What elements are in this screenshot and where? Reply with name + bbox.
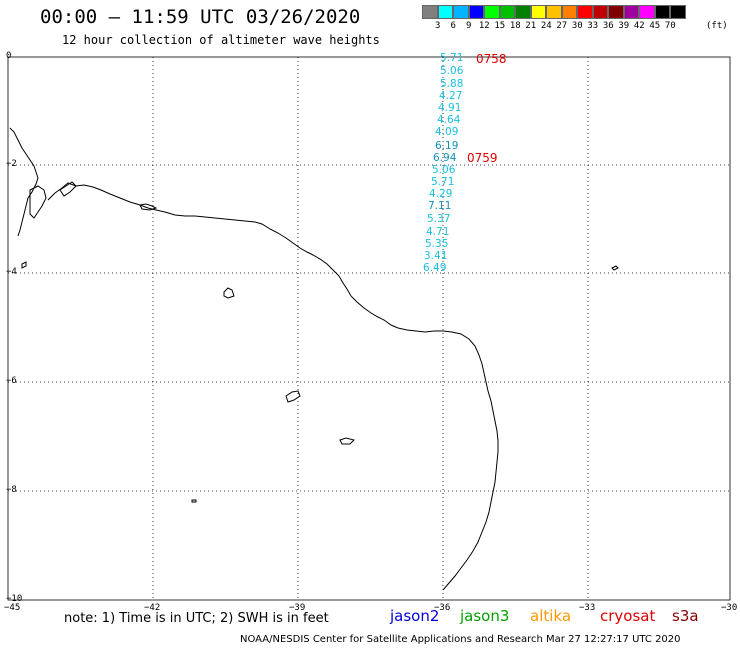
scale-label: 12 xyxy=(478,21,490,31)
pass-time-label: 0759 xyxy=(467,151,498,165)
wave-label: 4.71 xyxy=(426,226,450,238)
wave-label: 5.35 xyxy=(425,238,449,250)
map-frame xyxy=(7,56,731,601)
scale-swatch xyxy=(422,5,438,19)
y-label-5: −10 xyxy=(6,594,23,604)
satellite-altika: altika xyxy=(530,607,572,625)
scale-swatch xyxy=(561,5,577,19)
y-label-0: 0 xyxy=(6,51,12,61)
map-title: 00:00 – 11:59 UTC 03/26/2020 xyxy=(40,6,361,28)
scale-swatch xyxy=(437,5,453,19)
scale-label: 18 xyxy=(509,21,521,31)
coastline xyxy=(9,127,619,591)
scale-label: 42 xyxy=(633,21,645,31)
scale-label: 39 xyxy=(618,21,630,31)
x-label-2: −39 xyxy=(289,603,306,613)
units-note: note: 1) Time is in UTC; 2) SWH is in fe… xyxy=(64,611,329,626)
wave-label: 4.91 xyxy=(438,102,462,114)
coastline-main xyxy=(47,182,499,591)
coastline-northwest xyxy=(9,127,39,237)
scale-unit: (ft) xyxy=(706,21,728,31)
y-label-3: −6 xyxy=(6,376,17,386)
x-label-1: −42 xyxy=(144,603,161,613)
island-6 xyxy=(21,261,27,269)
y-label-1: −2 xyxy=(6,159,17,169)
scale-swatch xyxy=(484,5,500,19)
island-2 xyxy=(285,390,301,403)
wave-label: 5.71 xyxy=(431,176,455,188)
wave-label: 5.06 xyxy=(440,65,464,77)
x-label-0: −45 xyxy=(4,603,21,613)
scale-swatch xyxy=(515,5,531,19)
wave-label: 5.37 xyxy=(427,213,451,225)
island-3 xyxy=(339,437,355,445)
scale-label: 9 xyxy=(466,21,472,31)
island-5 xyxy=(191,499,197,503)
wave-label: 6.49 xyxy=(423,262,447,274)
scale-swatch xyxy=(468,5,484,19)
wave-label: 5.06 xyxy=(432,164,456,176)
scale-label: 15 xyxy=(494,21,506,31)
wave-label: 5.71 xyxy=(440,52,464,64)
satellite-jason3: jason3 xyxy=(460,607,510,625)
x-label-4: −33 xyxy=(579,603,596,613)
scale-label: 70 xyxy=(664,21,676,31)
scale-swatch xyxy=(546,5,562,19)
wave-label: 5.88 xyxy=(440,78,464,90)
scale-label: 3 xyxy=(435,21,441,31)
y-label-2: −4 xyxy=(6,267,17,277)
color-scale xyxy=(422,5,686,19)
coastline-bay xyxy=(59,181,77,197)
x-label-5: −30 xyxy=(721,603,738,613)
satellite-jason2: jason2 xyxy=(390,607,440,625)
wave-label: 4.09 xyxy=(435,126,459,138)
wave-label: 6.19 xyxy=(435,140,459,152)
wave-label: 4.27 xyxy=(439,90,463,102)
island-1 xyxy=(223,287,235,299)
scale-swatch xyxy=(453,5,469,19)
wave-label: 4.29 xyxy=(429,188,453,200)
map-subtitle: 12 hour collection of altimeter wave hei… xyxy=(62,33,380,47)
scale-label: 45 xyxy=(649,21,661,31)
wave-label: 3.41 xyxy=(424,250,448,262)
island-4 xyxy=(611,265,619,271)
scale-label: 36 xyxy=(602,21,614,31)
scale-label: 24 xyxy=(540,21,552,31)
graticule xyxy=(8,57,730,600)
scale-swatch xyxy=(592,5,608,19)
x-label-3: −36 xyxy=(434,603,451,613)
scale-swatch xyxy=(670,5,686,19)
scale-swatch xyxy=(623,5,639,19)
scale-label: 6 xyxy=(450,21,456,31)
scale-label: 33 xyxy=(587,21,599,31)
scale-swatch xyxy=(639,5,655,19)
wave-label: 7.11 xyxy=(428,200,452,212)
scale-swatch xyxy=(577,5,593,19)
coastline-rocks xyxy=(139,203,158,211)
wave-label: 4.64 xyxy=(437,114,461,126)
pass-time-label: 0758 xyxy=(476,52,507,66)
y-label-4: −8 xyxy=(6,485,17,495)
satellite-cryosat: cryosat xyxy=(600,607,656,625)
scale-swatch xyxy=(654,5,670,19)
scale-label: 21 xyxy=(525,21,537,31)
wave-label: 6.94 xyxy=(433,152,457,164)
scale-label: 30 xyxy=(571,21,583,31)
color-scale-labels: 3 6 9 12 15 18 21 24 27 30 33 36 39 42 45 70 xyxy=(430,21,678,31)
satellite-s3a: s3a xyxy=(672,607,699,625)
scale-label: 27 xyxy=(556,21,568,31)
scale-swatch xyxy=(608,5,624,19)
coastline-island-1 xyxy=(29,185,47,219)
credit-footer: NOAA/NESDIS Center for Satellite Applica… xyxy=(240,634,681,645)
scale-swatch xyxy=(530,5,546,19)
scale-swatch xyxy=(499,5,515,19)
